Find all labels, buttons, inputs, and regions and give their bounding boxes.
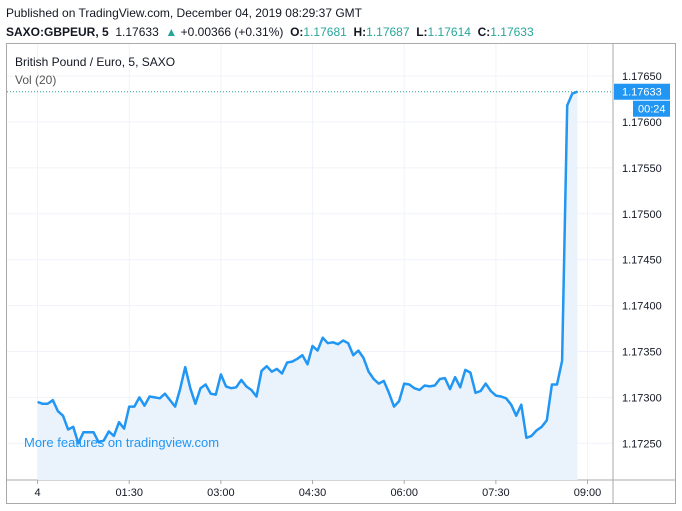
y-tick-label: 1.17500: [622, 209, 662, 221]
countdown-label: 00:24: [638, 104, 666, 116]
watermark-link[interactable]: More features on tradingview.com: [24, 435, 220, 450]
y-tick-label: 1.17550: [622, 163, 662, 175]
series-area: [37, 91, 578, 480]
ohlc-line: SAXO:GBPEUR, 5 1.17633 ▲ +0.00366 (+0.31…: [6, 24, 676, 40]
chart-legend: British Pound / Euro, 5, SAXO Vol (20): [15, 53, 175, 89]
x-tick-label: 04:30: [299, 487, 327, 499]
high-value: 1.17687: [366, 25, 410, 39]
close-value: 1.17633: [490, 25, 534, 39]
y-tick-label: 1.17450: [622, 255, 662, 267]
y-tick-label: 1.17600: [622, 117, 662, 129]
countdown-badge: [633, 100, 670, 117]
chart-frame[interactable]: [6, 43, 676, 504]
low-value: 1.17614: [427, 25, 471, 39]
open-label: O:: [290, 25, 304, 39]
price-badge: [614, 83, 670, 100]
legend-volume: Vol (20): [15, 73, 57, 87]
x-tick-label: 4: [34, 487, 40, 499]
open-value: 1.17681: [303, 25, 347, 39]
series-line: [37, 90, 578, 445]
published-line: Published on TradingView.com, December 0…: [6, 6, 362, 20]
chart-header: Published on TradingView.com, December 0…: [6, 5, 676, 40]
close-label: C:: [477, 25, 491, 39]
x-tick-label: 01:30: [115, 487, 143, 499]
high-label: H:: [353, 25, 367, 39]
y-tick-label: 1.17400: [622, 301, 662, 313]
y-tick-label: 1.17350: [622, 346, 662, 358]
x-tick-label: 06:00: [390, 487, 418, 499]
symbol-label: SAXO:GBPEUR, 5: [6, 25, 109, 39]
y-tick-label: 1.17650: [622, 71, 662, 83]
change-value: +0.00366 (+0.31%): [180, 25, 284, 39]
price-badge-label: 1.17633: [622, 87, 662, 99]
low-label: L:: [416, 25, 428, 39]
last-price: 1.17633: [115, 25, 159, 39]
up-arrow-icon: ▲: [165, 25, 178, 39]
y-tick-label: 1.17250: [622, 438, 662, 450]
x-tick-label: 03:00: [207, 487, 235, 499]
x-tick-label: 09:00: [574, 487, 602, 499]
legend-title: British Pound / Euro, 5, SAXO: [15, 55, 176, 69]
y-tick-label: 1.17300: [622, 392, 662, 404]
x-tick-label: 07:30: [482, 487, 510, 499]
